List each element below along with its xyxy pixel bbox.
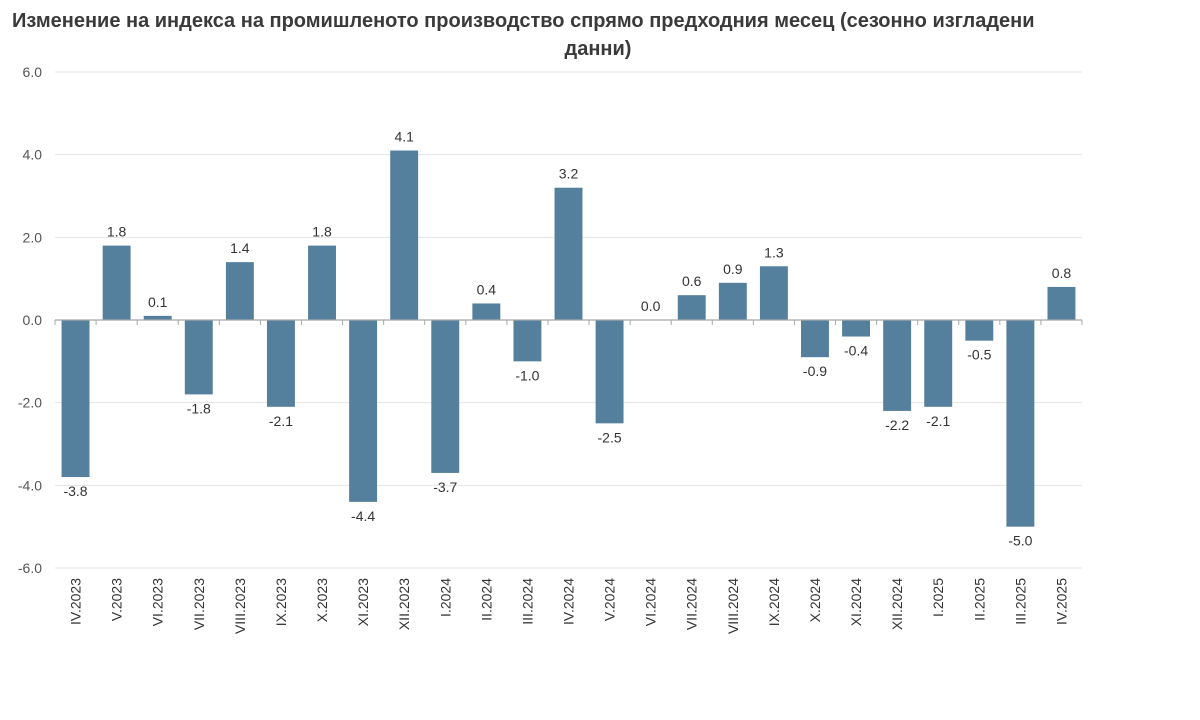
chart-title-line2: данни)	[565, 38, 632, 60]
bar	[595, 320, 624, 424]
y-tick-label: -6.0	[18, 560, 42, 576]
category-label: XI.2024	[848, 578, 864, 626]
bar	[801, 320, 829, 358]
bar	[513, 320, 542, 362]
category-label: VI.2024	[643, 578, 659, 626]
bar	[266, 320, 295, 407]
category-label: I.2024	[437, 578, 453, 617]
data-label: -0.9	[803, 363, 827, 379]
bar	[1006, 320, 1035, 527]
data-label: 0.0	[641, 298, 661, 314]
data-label: 0.9	[723, 261, 743, 277]
y-tick-label: -4.0	[18, 477, 42, 493]
data-label: 1.3	[764, 244, 784, 260]
bar	[759, 266, 788, 320]
data-label: -0.5	[967, 347, 991, 363]
data-label: 1.8	[312, 224, 332, 240]
bar	[677, 295, 706, 320]
data-label: 1.8	[107, 224, 127, 240]
data-label: -5.0	[1008, 533, 1032, 549]
bar	[390, 150, 419, 320]
category-label: XII.2023	[396, 578, 412, 630]
bar	[61, 320, 90, 478]
data-label: 3.2	[559, 166, 579, 182]
bar	[924, 320, 953, 407]
data-label: 0.6	[682, 273, 702, 289]
bar	[554, 187, 583, 320]
bar	[349, 320, 378, 502]
y-tick-label: 2.0	[23, 229, 43, 245]
category-label: V.2023	[109, 578, 125, 621]
category-label: V.2024	[602, 578, 618, 621]
category-label: XI.2023	[355, 578, 371, 626]
bar	[842, 320, 871, 337]
data-labels: -3.8 1.8 0.1 -1.8 1.4 -2.1 1.8 -4.4 4.1 -3.7 0.4 -1…	[63, 129, 1071, 549]
bar	[143, 315, 172, 320]
y-axis: 6.0 4.0 2.0 0.0 -2.0 -4.0 -6.0	[18, 64, 42, 576]
bar	[1047, 286, 1076, 320]
y-tick-label: -2.0	[18, 395, 42, 411]
category-label: III.2024	[519, 578, 535, 625]
data-label: -2.1	[926, 413, 950, 429]
category-label: IV.2023	[68, 578, 84, 625]
category-label: XII.2024	[889, 578, 905, 630]
category-label: I.2025	[930, 578, 946, 617]
bar	[308, 245, 336, 320]
category-label: VI.2023	[150, 578, 166, 626]
category-label: IX.2023	[273, 578, 289, 626]
data-label: 1.4	[230, 240, 250, 256]
category-label: III.2025	[1012, 578, 1028, 625]
bar	[431, 320, 460, 473]
data-label: 0.4	[477, 281, 497, 297]
category-label: IV.2025	[1053, 578, 1069, 625]
data-label: -2.1	[269, 413, 293, 429]
y-tick-label: 6.0	[23, 64, 43, 80]
bar	[225, 262, 254, 320]
bar	[102, 245, 131, 320]
zero-axis	[54, 319, 1083, 325]
bar	[883, 320, 912, 411]
chart-title-line1: Изменение на индекса на промишленото про…	[12, 10, 1035, 32]
data-label: -1.8	[187, 400, 211, 416]
x-axis: IV.2023 V.2023 VI.2023 VII.2023 VIII.2023 IX.…	[68, 578, 1070, 634]
bar	[718, 282, 747, 320]
data-label: -3.8	[63, 483, 87, 499]
category-label: II.2024	[478, 578, 494, 621]
category-label: VII.2024	[684, 578, 700, 630]
data-label: 0.8	[1052, 265, 1072, 281]
category-label: X.2024	[807, 578, 823, 623]
data-label: -3.7	[433, 479, 457, 495]
bar	[965, 320, 994, 341]
bar	[472, 303, 501, 320]
data-label: -1.0	[515, 367, 539, 383]
category-label: II.2025	[971, 578, 987, 621]
y-tick-label: 0.0	[23, 312, 43, 328]
category-label: VIII.2024	[725, 578, 741, 634]
data-label: -2.2	[885, 417, 909, 433]
y-tick-label: 4.0	[23, 147, 43, 163]
category-label: IV.2024	[561, 578, 577, 625]
data-label: 4.1	[394, 129, 414, 145]
category-label: IX.2024	[766, 578, 782, 626]
data-label: -0.4	[844, 343, 868, 359]
data-label: 0.1	[148, 294, 168, 310]
data-label: -4.4	[351, 508, 375, 524]
category-label: VII.2023	[191, 578, 207, 630]
category-label: X.2023	[314, 578, 330, 623]
category-label: VIII.2023	[232, 578, 248, 634]
bar	[184, 320, 213, 395]
data-label: -2.5	[598, 429, 622, 445]
bars	[61, 150, 1076, 527]
